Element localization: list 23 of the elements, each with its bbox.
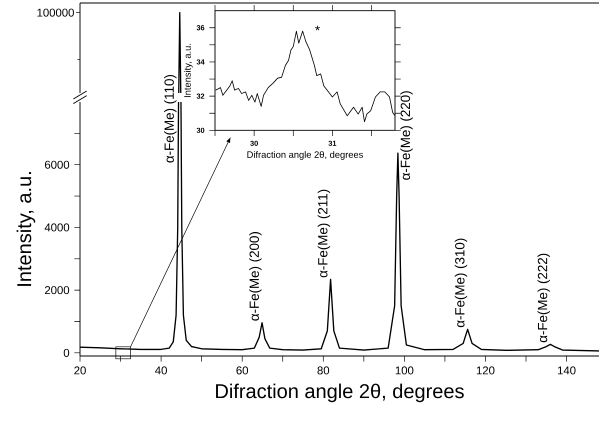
y-tick-label: 0 [64, 348, 70, 357]
x-tick-label: 20 [74, 366, 86, 374]
x-tick-label: 40 [155, 366, 167, 374]
x-tick-label: 100 [396, 366, 414, 374]
y-axis-title: Intensity, a.u. [16, 172, 36, 286]
x-tick-label: 60 [236, 366, 248, 374]
y-tick-label: 4000 [44, 223, 70, 232]
annotation: α-Fe(Me) (211) [318, 190, 330, 278]
y-tick-label: 6000 [44, 160, 70, 169]
annotation: α-Fe(Me) (222) [537, 254, 550, 342]
x-tick-label: 80 [317, 366, 330, 374]
annotation: α-Fe(Me) (110) [164, 74, 177, 163]
annotation: α-Fe(Me) (200) [249, 232, 262, 321]
x-tick-label: 120 [476, 366, 494, 374]
y-tick-label: 2000 [44, 286, 70, 294]
annotation: α-Fe(Me) (310) [454, 238, 468, 328]
annotation: α-Fe(Me) (220) [400, 91, 413, 180]
text: 100000 [37, 8, 74, 17]
x-tick-label: 140 [558, 366, 576, 374]
annotation: * [315, 26, 320, 30]
x-axis-title: Difraction angle 2θ, degrees [247, 151, 364, 160]
y-axis-title: Intensity, a.u. [184, 44, 193, 98]
x-axis-title: Difraction angle 2θ, degrees [216, 384, 464, 402]
